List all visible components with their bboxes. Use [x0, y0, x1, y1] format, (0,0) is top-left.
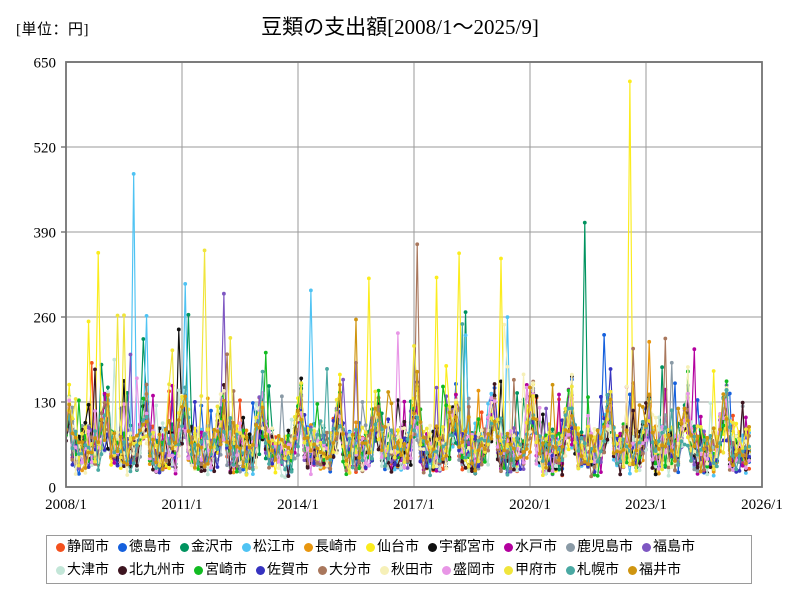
legend-marker-icon [504, 566, 513, 575]
unit-label: [単位：円] [16, 22, 89, 38]
legend-item-盛岡市[interactable]: 盛岡市 [442, 562, 495, 578]
legend-label: 宮崎市 [205, 562, 247, 578]
legend-label: 徳島市 [129, 539, 171, 555]
legend-marker-icon [428, 543, 437, 552]
legend-marker-icon [304, 543, 313, 552]
legend-label: 秋田市 [391, 562, 433, 578]
legend-label: 札幌市 [577, 562, 619, 578]
x-axis-tick-label: 2014/1 [277, 497, 319, 513]
legend-item-札幌市[interactable]: 札幌市 [566, 562, 619, 578]
y-axis-tick-label: 0 [49, 481, 57, 497]
x-axis-tick-label: 2026/1 [741, 497, 783, 513]
legend-label: 大分市 [329, 562, 371, 578]
legend-label: 静岡市 [67, 539, 109, 555]
legend-marker-icon [56, 566, 65, 575]
x-axis-tick-label: 2020/1 [509, 497, 551, 513]
y-axis-tick-label: 650 [34, 56, 57, 72]
legend-item-長崎市[interactable]: 長崎市 [304, 539, 357, 555]
legend-marker-icon [318, 566, 327, 575]
legend-marker-icon [442, 566, 451, 575]
legend-label: 盛岡市 [453, 562, 495, 578]
legend-label: 甲府市 [515, 562, 557, 578]
legend-item-佐賀市[interactable]: 佐賀市 [256, 562, 309, 578]
legend-marker-icon [56, 543, 65, 552]
legend-marker-icon [180, 543, 189, 552]
legend-item-静岡市[interactable]: 静岡市 [56, 539, 109, 555]
y-axis-tick-label: 260 [34, 311, 57, 327]
series-group [66, 79, 752, 480]
x-axis-tick-label: 2023/1 [625, 497, 667, 513]
legend-label: 仙台市 [377, 539, 419, 555]
legend-label: 長崎市 [315, 539, 357, 555]
legend-item-甲府市[interactable]: 甲府市 [504, 562, 557, 578]
legend-label: 佐賀市 [267, 562, 309, 578]
y-axis-tick-label: 130 [34, 396, 57, 412]
legend-label: 鹿児島市 [577, 539, 633, 555]
legend-marker-icon [628, 566, 637, 575]
legend-item-宮崎市[interactable]: 宮崎市 [194, 562, 247, 578]
legend-label: 水戸市 [515, 539, 557, 555]
legend-label: 大津市 [67, 562, 109, 578]
legend-marker-icon [504, 543, 513, 552]
legend-marker-icon [194, 566, 203, 575]
legend-item-秋田市[interactable]: 秋田市 [380, 562, 433, 578]
legend-marker-icon [242, 543, 251, 552]
y-axis-tick-label: 520 [34, 141, 57, 157]
legend-marker-icon [642, 543, 651, 552]
legend-label: 宇都宮市 [439, 539, 495, 555]
chart-legend: 静岡市 徳島市 金沢市 松江市 長崎市 仙台市 宇都宮市 水戸市 鹿児島市 福島市 大津市 北九州市… [46, 535, 752, 584]
chart-title: 豆類の支出額[2008/1〜2025/9] [261, 15, 539, 39]
y-axis-tick-label: 390 [34, 226, 57, 242]
legend-marker-icon [118, 543, 127, 552]
series-markers-福井市 [66, 317, 752, 474]
legend-marker-icon [566, 566, 575, 575]
legend-item-福井市[interactable]: 福井市 [628, 562, 681, 578]
legend-item-北九州市[interactable]: 北九州市 [118, 562, 185, 578]
legend-item-宇都宮市[interactable]: 宇都宮市 [428, 539, 495, 555]
legend-row-1: 静岡市 徳島市 金沢市 松江市 長崎市 仙台市 宇都宮市 水戸市 鹿児島市 福島市 [47, 536, 751, 559]
x-axis-tick-label: 2017/1 [393, 497, 435, 513]
legend-marker-icon [256, 566, 265, 575]
legend-marker-icon [118, 566, 127, 575]
legend-label: 福島市 [653, 539, 695, 555]
plot-border [65, 61, 763, 488]
legend-label: 福井市 [639, 562, 681, 578]
legend-label: 松江市 [253, 539, 295, 555]
legend-item-大津市[interactable]: 大津市 [56, 562, 109, 578]
legend-marker-icon [366, 543, 375, 552]
legend-item-仙台市[interactable]: 仙台市 [366, 539, 419, 555]
legend-label: 北九州市 [129, 562, 185, 578]
legend-item-徳島市[interactable]: 徳島市 [118, 539, 171, 555]
legend-item-松江市[interactable]: 松江市 [242, 539, 295, 555]
legend-item-水戸市[interactable]: 水戸市 [504, 539, 557, 555]
legend-item-鹿児島市[interactable]: 鹿児島市 [566, 539, 633, 555]
legend-row-2: 大津市 北九州市 宮崎市 佐賀市 大分市 秋田市 盛岡市 甲府市 札幌市 福井市 [47, 559, 751, 582]
legend-item-福島市[interactable]: 福島市 [642, 539, 695, 555]
legend-marker-icon [566, 543, 575, 552]
legend-marker-icon [380, 566, 389, 575]
legend-item-金沢市[interactable]: 金沢市 [180, 539, 233, 555]
legend-item-大分市[interactable]: 大分市 [318, 562, 371, 578]
x-axis-tick-label: 2008/1 [45, 497, 87, 513]
x-axis-tick-label: 2011/1 [161, 497, 202, 513]
legend-label: 金沢市 [191, 539, 233, 555]
